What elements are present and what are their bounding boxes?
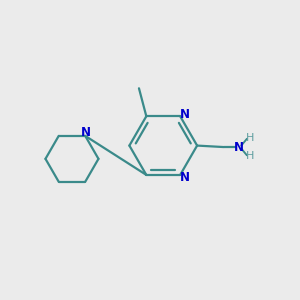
Text: N: N [81, 126, 91, 139]
Text: H: H [246, 152, 254, 161]
Text: H: H [246, 133, 254, 142]
Text: N: N [180, 171, 190, 184]
Text: N: N [234, 141, 244, 154]
Text: N: N [180, 108, 190, 121]
